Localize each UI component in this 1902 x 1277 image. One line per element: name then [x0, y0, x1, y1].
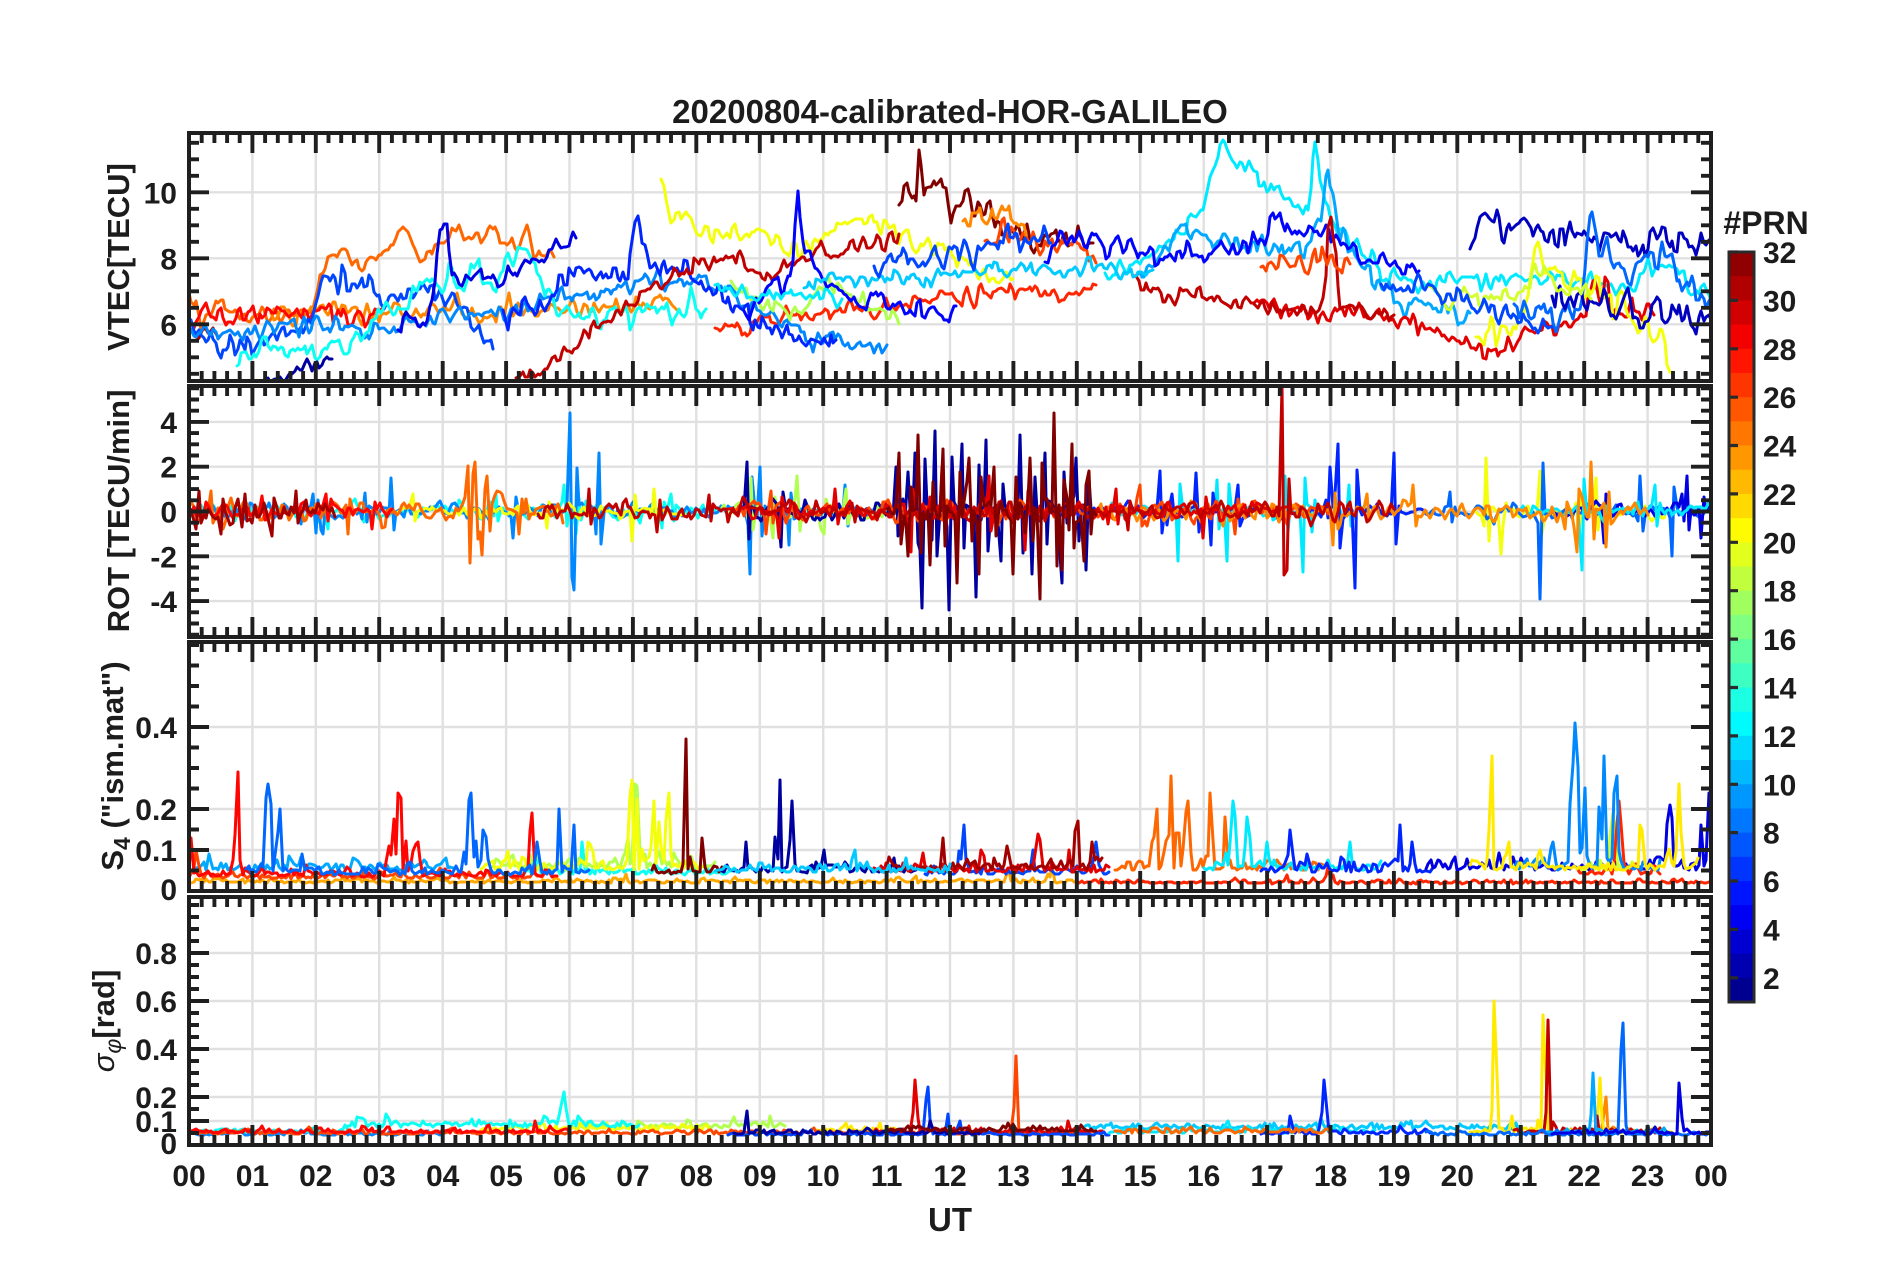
svg-text:12: 12 [1763, 721, 1796, 754]
svg-text:0.4: 0.4 [135, 1034, 177, 1067]
svg-text:8: 8 [160, 243, 177, 276]
svg-text:13: 13 [997, 1160, 1030, 1193]
svg-text:UT: UT [928, 1201, 972, 1238]
svg-text:18: 18 [1763, 576, 1796, 609]
svg-text:2: 2 [1763, 963, 1780, 996]
svg-text:12: 12 [933, 1160, 966, 1193]
svg-text:22: 22 [1568, 1160, 1601, 1193]
svg-text:05: 05 [489, 1160, 522, 1193]
svg-text:-2: -2 [150, 541, 177, 574]
svg-text:6: 6 [160, 309, 177, 342]
svg-text:09: 09 [743, 1160, 776, 1193]
svg-text:20: 20 [1763, 527, 1796, 560]
svg-text:0.2: 0.2 [135, 794, 177, 827]
svg-text:22: 22 [1763, 479, 1796, 512]
svg-text:23: 23 [1631, 1160, 1664, 1193]
svg-text:18: 18 [1314, 1160, 1347, 1193]
svg-text:4: 4 [160, 407, 177, 440]
svg-text:0: 0 [160, 497, 177, 530]
svg-text:2: 2 [160, 452, 177, 485]
svg-text:0.4: 0.4 [135, 712, 177, 745]
svg-text:08: 08 [680, 1160, 713, 1193]
svg-text:16: 16 [1187, 1160, 1220, 1193]
svg-text:15: 15 [1124, 1160, 1157, 1193]
svg-text:S4 ("ism.mat"): S4 ("ism.mat") [95, 661, 135, 870]
svg-text:σφ[rad]: σφ[rad] [86, 970, 126, 1073]
svg-text:17: 17 [1250, 1160, 1283, 1193]
svg-text:10: 10 [144, 177, 177, 210]
svg-text:ROT [TECU/min]: ROT [TECU/min] [101, 390, 136, 633]
svg-text:20: 20 [1441, 1160, 1474, 1193]
svg-text:0.1: 0.1 [135, 835, 177, 868]
svg-text:0.8: 0.8 [135, 938, 177, 971]
svg-text:30: 30 [1763, 285, 1796, 318]
svg-text:00: 00 [1694, 1160, 1727, 1193]
svg-text:0.2: 0.2 [135, 1082, 177, 1115]
svg-text:01: 01 [236, 1160, 269, 1193]
svg-text:#PRN: #PRN [1723, 205, 1808, 241]
svg-text:02: 02 [299, 1160, 332, 1193]
svg-text:VTEC[TECU]: VTEC[TECU] [101, 163, 136, 351]
svg-text:10: 10 [1763, 769, 1796, 802]
svg-text:10: 10 [807, 1160, 840, 1193]
svg-text:14: 14 [1060, 1160, 1094, 1193]
svg-text:8: 8 [1763, 818, 1780, 851]
svg-text:16: 16 [1763, 624, 1796, 657]
svg-text:6: 6 [1763, 866, 1780, 899]
svg-text:11: 11 [871, 1160, 903, 1193]
svg-text:0: 0 [160, 874, 177, 907]
svg-text:06: 06 [553, 1160, 586, 1193]
svg-text:20200804-calibrated-HOR-GALILE: 20200804-calibrated-HOR-GALILEO [672, 93, 1228, 130]
svg-text:19: 19 [1377, 1160, 1410, 1193]
svg-text:0.1: 0.1 [135, 1106, 177, 1139]
svg-text:4: 4 [1763, 914, 1780, 947]
svg-text:24: 24 [1763, 431, 1797, 464]
svg-text:0.6: 0.6 [135, 986, 177, 1019]
svg-text:14: 14 [1763, 673, 1797, 706]
svg-text:-4: -4 [150, 586, 177, 619]
svg-text:04: 04 [426, 1160, 460, 1193]
svg-text:26: 26 [1763, 382, 1796, 415]
svg-text:0: 0 [160, 1128, 177, 1161]
svg-text:03: 03 [363, 1160, 396, 1193]
svg-text:21: 21 [1504, 1160, 1537, 1193]
svg-text:32: 32 [1763, 237, 1796, 270]
svg-text:07: 07 [616, 1160, 649, 1193]
svg-text:00: 00 [172, 1160, 205, 1193]
svg-text:28: 28 [1763, 334, 1796, 367]
